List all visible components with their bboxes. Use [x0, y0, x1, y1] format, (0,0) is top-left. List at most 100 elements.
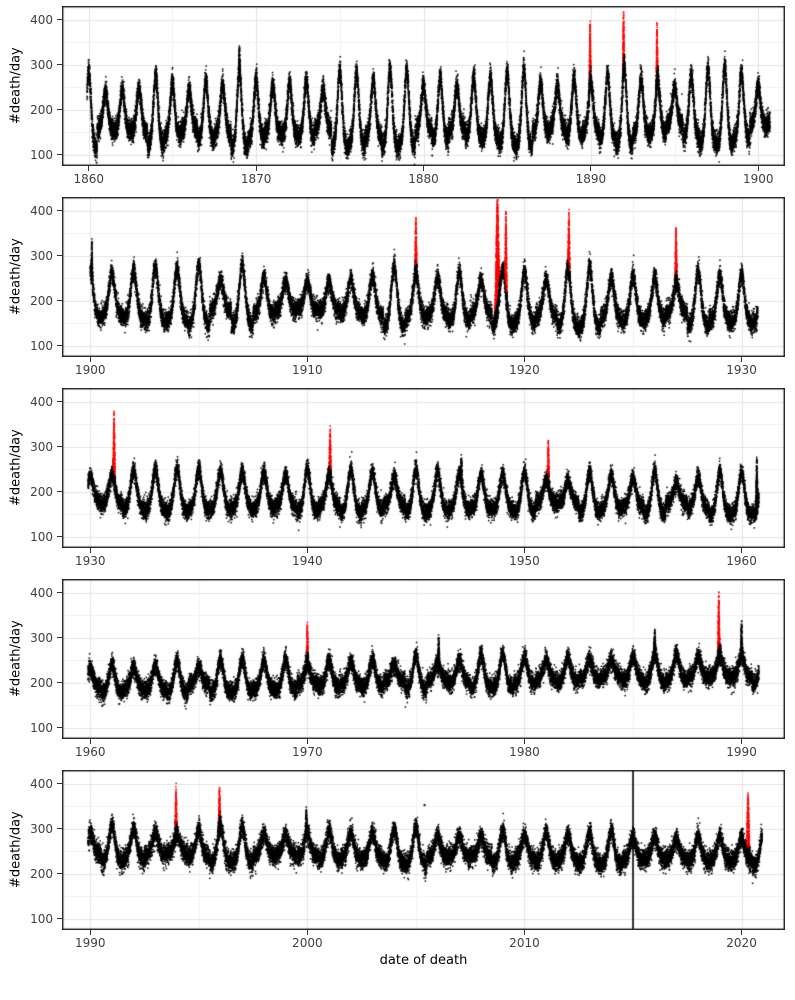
y-tick-label: 300 — [30, 248, 53, 263]
y-axis-title: #death/day — [8, 238, 24, 316]
plot-row: #death/day 100 200 300 400 — [8, 388, 791, 548]
x-tick-mark — [89, 357, 91, 362]
x-tick-mark — [741, 739, 743, 744]
y-tick-label: 400 — [30, 12, 53, 27]
y-tick-label: 300 — [30, 630, 53, 645]
x-axis: 1960 1970 1980 1990 — [62, 739, 785, 761]
x-tick-label: 1930 — [726, 363, 757, 377]
x-tick-label: 1880 — [408, 172, 439, 186]
x-tick-mark — [741, 548, 743, 553]
x-tick-mark — [757, 166, 759, 171]
x-tick-label: 1890 — [575, 172, 607, 186]
x-axis: 1900 1910 1920 1930 — [62, 357, 785, 379]
plot-area — [62, 197, 785, 357]
x-tick-label: 1990 — [74, 936, 106, 950]
y-tick-label: 300 — [30, 57, 53, 72]
x-tick-mark — [89, 739, 91, 744]
x-tick-mark — [306, 548, 308, 553]
x-tick-mark — [306, 739, 308, 744]
x-tick-label: 1920 — [509, 363, 540, 377]
y-tick-mark — [57, 255, 62, 257]
panels-container: #death/day 100 200 300 400 1860 1870 1880 1890 19… — [8, 6, 791, 968]
y-tick-mark — [57, 109, 62, 111]
x-tick-mark — [741, 357, 743, 362]
y-tick-label: 100 — [30, 338, 53, 353]
y-tick-label: 400 — [30, 776, 53, 791]
panel-2: #death/day 100 200 300 400 1900 1910 1920 1930 — [8, 197, 791, 379]
x-tick-mark — [741, 930, 743, 935]
x-axis: 1990 2000 2010 2020 — [62, 930, 785, 952]
x-axis-title: date of death — [379, 953, 468, 968]
panel-3: #death/day 100 200 300 400 1930 1940 1950 1960 — [8, 388, 791, 570]
x-tick-label: 2020 — [726, 936, 757, 950]
y-axis-title: #death/day — [8, 811, 24, 889]
x-tick-mark — [523, 548, 525, 553]
x-tick-mark — [590, 166, 592, 171]
x-tick-label: 1960 — [726, 554, 757, 568]
y-tick-mark — [57, 783, 62, 785]
plot-row: #death/day 100 200 300 400 — [8, 6, 791, 166]
y-axis-title: #death/day — [8, 47, 24, 125]
y-tick-mark — [57, 592, 62, 594]
plot-row: #death/day 100 200 300 400 — [8, 197, 791, 357]
y-tick-mark — [57, 536, 62, 538]
y-tick-mark — [57, 637, 62, 639]
x-tick-mark — [255, 166, 257, 171]
y-tick-label: 400 — [30, 203, 53, 218]
panel-2-plot — [62, 197, 785, 357]
y-tick-label: 200 — [30, 293, 53, 308]
panel-5: #death/day 100 200 300 400 1990 2000 2010 2020 da… — [8, 770, 791, 968]
y-tick-label: 100 — [30, 529, 53, 544]
x-tick-label: 1970 — [292, 745, 323, 759]
y-tick-mark — [57, 828, 62, 830]
panel-4-plot — [62, 579, 785, 739]
y-tick-mark — [57, 727, 62, 729]
y-tick-mark — [57, 401, 62, 403]
panel-1: #death/day 100 200 300 400 1860 1870 1880 1890 19… — [8, 6, 791, 188]
y-tick-mark — [57, 64, 62, 66]
y-tick-mark — [57, 210, 62, 212]
panel-4: #death/day 100 200 300 400 1960 1970 1980 1990 — [8, 579, 791, 761]
plot-area — [62, 770, 785, 930]
x-tick-mark — [306, 930, 308, 935]
x-tick-label: 1860 — [73, 172, 105, 186]
y-axis-title: #death/day — [8, 429, 24, 507]
y-tick-mark — [57, 300, 62, 302]
y-axis-title: #death/day — [8, 620, 24, 698]
x-tick-label: 1950 — [509, 554, 540, 568]
y-axis: 100 200 300 400 — [24, 770, 62, 930]
x-tick-mark — [523, 739, 525, 744]
y-tick-mark — [57, 446, 62, 448]
x-tick-label: 2000 — [292, 936, 323, 950]
y-tick-label: 200 — [30, 102, 53, 117]
y-tick-mark — [57, 154, 62, 156]
y-tick-label: 400 — [30, 394, 53, 409]
x-axis: 1930 1940 1950 1960 — [62, 548, 785, 570]
x-tick-label: 1900 — [742, 172, 774, 186]
plot-area — [62, 6, 785, 166]
y-axis: 100 200 300 400 — [24, 388, 62, 548]
x-tick-mark — [89, 548, 91, 553]
x-tick-mark — [523, 357, 525, 362]
x-tick-mark — [89, 930, 91, 935]
y-tick-mark — [57, 491, 62, 493]
plot-area — [62, 579, 785, 739]
mortality-time-series-figure: #death/day 100 200 300 400 1860 1870 1880 1890 19… — [8, 6, 791, 968]
plot-row: #death/day 100 200 300 400 — [8, 770, 791, 930]
y-tick-mark — [57, 873, 62, 875]
y-tick-mark — [57, 345, 62, 347]
y-tick-mark — [57, 19, 62, 21]
x-tick-mark — [523, 930, 525, 935]
panel-5-plot — [62, 770, 785, 930]
y-tick-label: 200 — [30, 675, 53, 690]
x-tick-label: 1990 — [726, 745, 757, 759]
x-tick-mark — [306, 357, 308, 362]
x-tick-label: 1900 — [74, 363, 106, 377]
x-tick-label: 1940 — [292, 554, 323, 568]
x-tick-label: 1930 — [74, 554, 106, 568]
panel-1-plot — [62, 6, 785, 166]
y-tick-label: 200 — [30, 866, 53, 881]
x-tick-mark — [423, 166, 424, 171]
y-axis: 100 200 300 400 — [24, 579, 62, 739]
y-tick-mark — [57, 918, 62, 920]
